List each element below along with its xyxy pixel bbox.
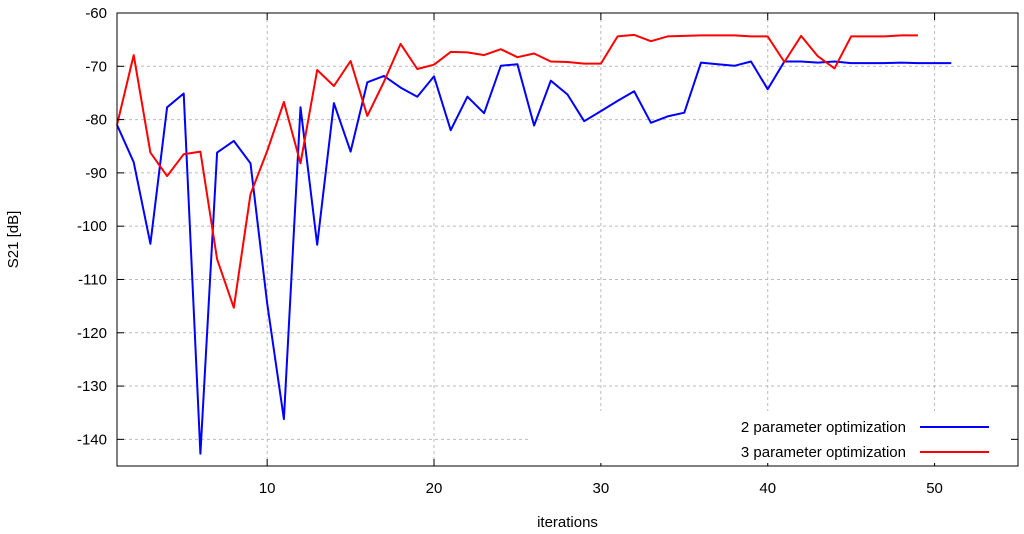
- x-tick-label: 50: [926, 480, 943, 497]
- y-tick-label: -100: [77, 218, 107, 235]
- y-tick-label: -110: [78, 271, 107, 288]
- legend-label-2-parameter: 2 parameter optimization: [741, 419, 906, 436]
- y-axis-title: S21 [dB]: [5, 211, 22, 269]
- legend-label-3-parameter: 3 parameter optimization: [741, 444, 906, 461]
- y-tick-label: -70: [85, 58, 107, 75]
- y-tick-label: -80: [85, 112, 107, 129]
- series-line-3-parameter: [116, 33, 918, 309]
- series-line-2-parameter: [116, 60, 952, 455]
- x-tick-label: 10: [259, 480, 276, 497]
- y-tick-label: -60: [85, 5, 107, 22]
- x-tick-label: 20: [426, 480, 443, 497]
- x-tick-label: 30: [593, 480, 610, 497]
- y-tick-label: -130: [77, 378, 107, 395]
- plot-frame: [116, 12, 1019, 467]
- legend-background: [528, 411, 1008, 463]
- x-tick-label: 40: [759, 480, 776, 497]
- y-tick-label: -140: [77, 431, 107, 448]
- grid-lines: [117, 12, 1018, 466]
- y-tick-labels: -60 -70 -80 -90 -100 -110 -120 -130 -140: [77, 5, 107, 448]
- y-tick-label: -120: [77, 325, 107, 342]
- x-tick-labels: 10 20 30 40 50: [259, 480, 943, 497]
- axis-ticks: [117, 12, 1018, 466]
- series-lines: [116, 33, 952, 455]
- legend: 2 parameter optimization 3 parameter opt…: [528, 411, 1008, 463]
- x-axis-title: iterations: [537, 514, 598, 531]
- y-tick-label: -90: [85, 165, 107, 182]
